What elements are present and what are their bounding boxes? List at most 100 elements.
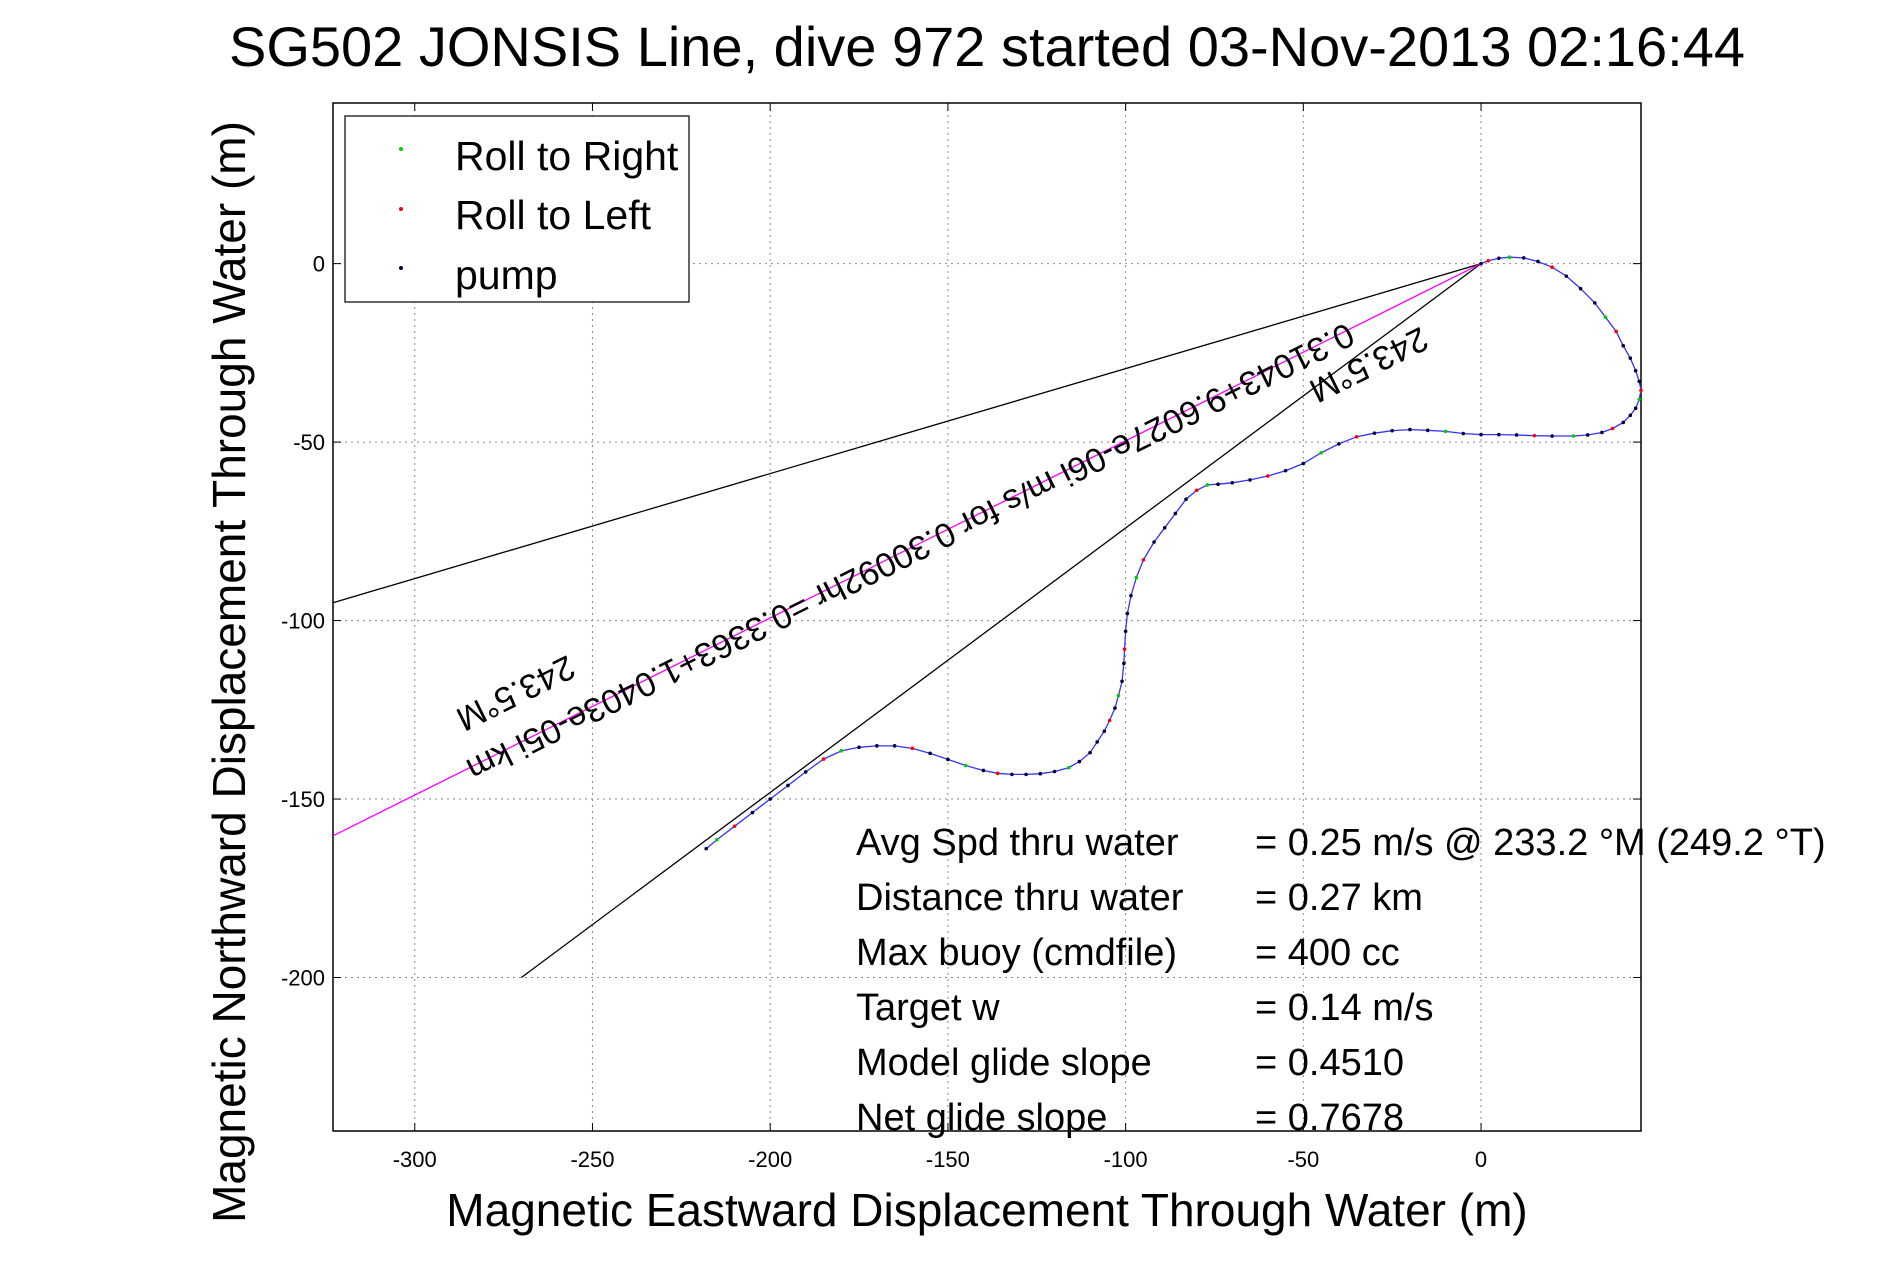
marker-pump	[1592, 301, 1597, 305]
legend-marker-pump	[399, 266, 403, 270]
track-markers	[704, 255, 1643, 851]
x-tick-label: -100	[1104, 1147, 1148, 1172]
bearing-line	[332, 263, 1482, 837]
stat-value: = 0.14 m/s	[1255, 987, 1433, 1029]
marker-roll-left	[1354, 434, 1359, 439]
marker-pump	[1425, 428, 1430, 433]
x-tick-label: -250	[570, 1147, 614, 1172]
stat-value: = 0.4510	[1255, 1042, 1404, 1084]
marker-pump	[1633, 406, 1638, 410]
x-tick-label: -200	[748, 1147, 792, 1172]
marker-roll-left	[1532, 433, 1537, 438]
grid	[333, 103, 1641, 1131]
y-tick-label: -200	[281, 966, 325, 991]
marker-pump	[1216, 482, 1220, 487]
marker-roll-left	[1122, 647, 1127, 651]
marker-pump	[1123, 629, 1128, 634]
marker-roll-left	[732, 824, 737, 828]
stat-value: = 400 cc	[1255, 932, 1400, 974]
stat-value: = 0.7678	[1255, 1097, 1404, 1139]
marker-pump	[1564, 274, 1569, 278]
marker-roll-right	[1603, 315, 1608, 319]
legend-marker-roll-right	[399, 147, 403, 151]
stat-label: Model glide slope	[856, 1042, 1152, 1084]
tick-labels: -300 -250 -200 -150 -100 -50 0 0 -50 -100 -150 -200	[281, 252, 1487, 1172]
marker-pump	[1390, 428, 1394, 433]
marker-pump	[1077, 759, 1082, 764]
marker-pump	[981, 768, 986, 773]
marker-pump	[1162, 525, 1167, 530]
marker-pump	[928, 751, 932, 756]
marker-pump	[786, 783, 790, 788]
cone-line-upper	[332, 262, 1482, 604]
marker-pump	[1184, 497, 1188, 502]
marker-pump	[1550, 434, 1554, 438]
y-tick-label: -50	[293, 430, 325, 455]
marker-pump	[1173, 511, 1178, 516]
marker-roll-left	[910, 746, 915, 751]
marker-roll-right	[839, 749, 844, 753]
marker-pump	[1095, 740, 1099, 744]
marker-pump	[1129, 593, 1133, 598]
marker-pump	[1521, 256, 1526, 260]
marker-roll-right	[1637, 397, 1642, 402]
chart-title: SG502 JONSIS Line, dive 972 started 03-N…	[229, 15, 1745, 78]
legend-marker-roll-left	[399, 207, 403, 211]
legend-label-pump: pump	[455, 252, 558, 298]
legend-label-roll-left: Roll to Left	[455, 192, 652, 238]
cone-line-lower	[521, 263, 1482, 979]
marker-roll-left	[1486, 258, 1490, 263]
marker-pump	[1113, 706, 1117, 710]
marker-pump	[1578, 286, 1583, 291]
marker-pump	[892, 744, 897, 748]
marker-roll-right	[1443, 429, 1448, 434]
marker-pump	[1479, 261, 1483, 266]
marker-roll-right	[963, 763, 968, 768]
marker-pump	[946, 757, 950, 762]
stat-label: Net glide slope	[856, 1097, 1107, 1139]
y-axis-label: Magnetic Northward Displacement Through …	[203, 121, 255, 1223]
x-axis-label: Magnetic Eastward Displacement Through W…	[446, 1184, 1527, 1236]
marker-roll-right	[1571, 434, 1576, 438]
marker-roll-right	[715, 837, 719, 842]
marker-pump	[704, 846, 709, 851]
marker-pump	[1514, 433, 1519, 437]
marker-pump	[857, 745, 861, 750]
marker-pump	[1585, 433, 1590, 437]
marker-pump	[1248, 478, 1252, 482]
marker-pump	[1628, 356, 1633, 361]
marker-roll-right	[1205, 483, 1210, 487]
marker-pump	[1230, 480, 1235, 485]
marker-pump	[1536, 259, 1540, 264]
stat-label: Distance thru water	[856, 877, 1184, 919]
marker-pump	[768, 797, 772, 801]
marker-pump	[1283, 468, 1288, 473]
marker-roll-left	[995, 771, 1000, 776]
marker-pump	[803, 770, 808, 774]
stat-label: Target w	[856, 987, 1000, 1029]
marker-pump	[1479, 432, 1483, 437]
legend-label-roll-right: Roll to Right	[455, 133, 679, 179]
marker-pump	[1088, 750, 1092, 755]
marker-roll-right	[1116, 693, 1121, 698]
marker-pump	[1024, 772, 1028, 777]
marker-pump	[1600, 430, 1604, 435]
marker-roll-left	[1550, 265, 1554, 269]
marker-pump	[1301, 461, 1306, 466]
marker-pump	[1461, 431, 1466, 436]
marker-pump	[875, 744, 879, 748]
marker-pump	[1408, 427, 1412, 432]
marker-roll-right	[1319, 451, 1323, 455]
y-tick-label: -150	[281, 787, 325, 812]
marker-pump	[750, 810, 755, 815]
marker-pump	[1637, 379, 1642, 384]
legend: Roll to Right Roll to Left pump	[344, 115, 690, 303]
marker-pump	[1038, 771, 1043, 776]
y-tick-label: 0	[313, 252, 325, 277]
marker-roll-right	[1507, 255, 1512, 259]
x-tick-label: 0	[1475, 1147, 1487, 1172]
marker-roll-right	[1066, 765, 1071, 770]
marker-pump	[1122, 661, 1126, 666]
stat-label: Max buoy (cmdfile)	[856, 932, 1177, 974]
